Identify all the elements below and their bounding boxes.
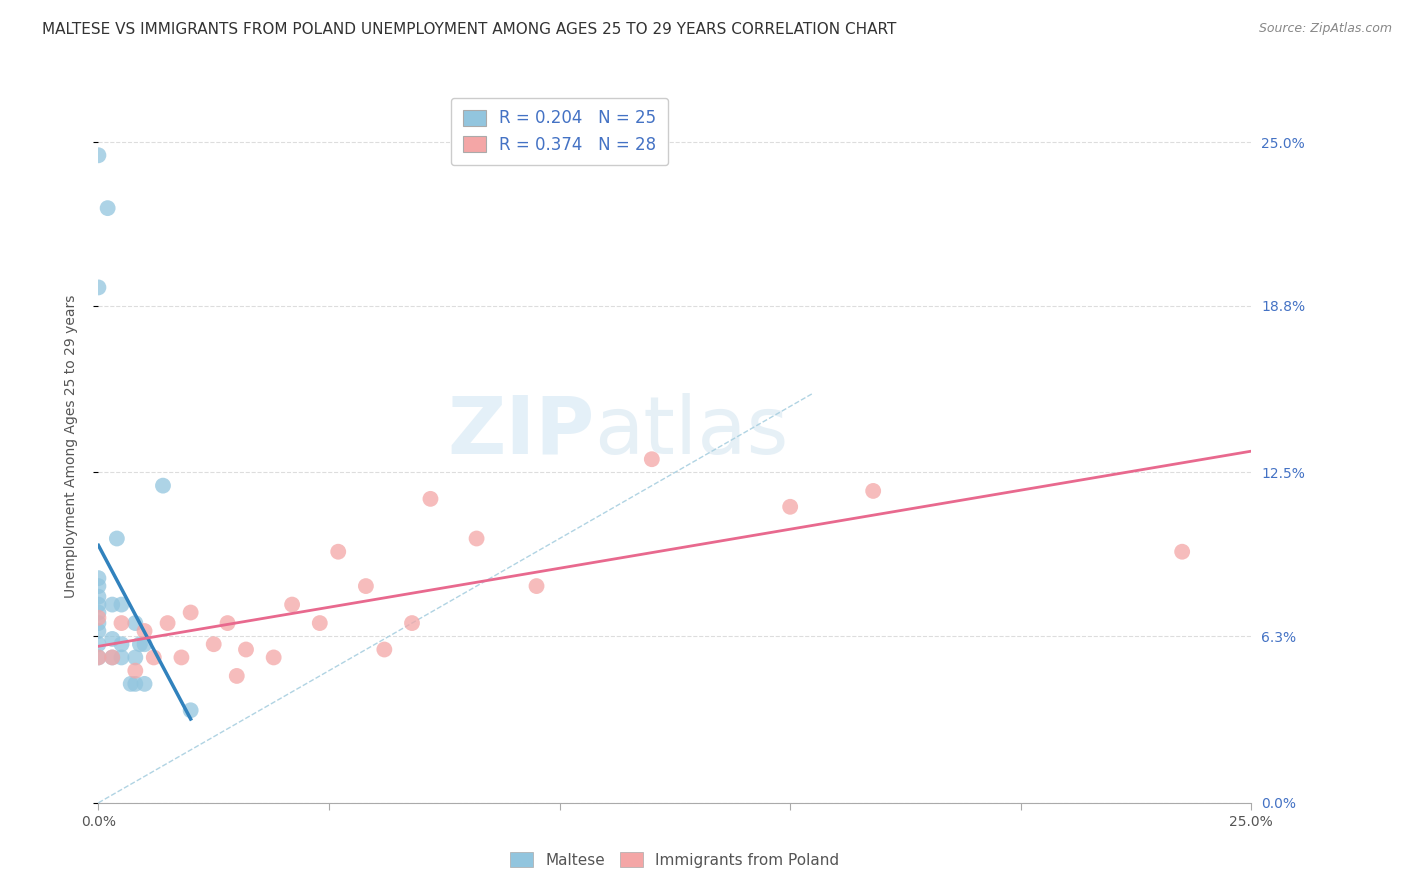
Point: [217, 616, 239, 631]
Point: [124, 650, 146, 665]
Y-axis label: Unemployment Among Ages 25 to 29 years: Unemployment Among Ages 25 to 29 years: [63, 294, 77, 598]
Point: [110, 598, 132, 612]
Point: [110, 616, 132, 631]
Point: [87, 590, 110, 604]
Point: [87, 611, 110, 625]
Point: [170, 650, 193, 665]
Point: [235, 642, 257, 657]
Point: [225, 669, 247, 683]
Point: [124, 664, 146, 678]
Legend: Maltese, Immigrants from Poland: Maltese, Immigrants from Poland: [505, 846, 845, 873]
Point: [87, 637, 110, 651]
Point: [120, 677, 142, 691]
Point: [87, 616, 110, 631]
Point: [87, 650, 110, 665]
Point: [101, 632, 124, 646]
Point: [526, 579, 548, 593]
Point: [87, 571, 110, 585]
Point: [97, 201, 120, 215]
Point: [87, 280, 110, 294]
Point: [180, 703, 202, 717]
Point: [87, 579, 110, 593]
Point: [152, 478, 174, 492]
Point: [281, 598, 304, 612]
Point: [134, 637, 156, 651]
Text: ZIP: ZIP: [447, 392, 595, 471]
Point: [862, 483, 884, 498]
Point: [142, 650, 165, 665]
Point: [134, 677, 156, 691]
Point: [373, 642, 395, 657]
Point: [1171, 545, 1194, 559]
Point: [101, 650, 124, 665]
Point: [105, 532, 128, 546]
Point: [124, 616, 146, 631]
Point: [465, 532, 488, 546]
Point: [87, 624, 110, 638]
Point: [328, 545, 350, 559]
Point: [401, 616, 423, 631]
Point: [641, 452, 664, 467]
Point: [180, 606, 202, 620]
Point: [87, 650, 110, 665]
Point: [124, 677, 146, 691]
Point: [419, 491, 441, 506]
Text: Source: ZipAtlas.com: Source: ZipAtlas.com: [1258, 22, 1392, 36]
Point: [110, 650, 132, 665]
Point: [129, 637, 152, 651]
Point: [263, 650, 285, 665]
Point: [308, 616, 330, 631]
Text: atlas: atlas: [595, 392, 789, 471]
Point: [134, 624, 156, 638]
Point: [202, 637, 225, 651]
Point: [779, 500, 801, 514]
Point: [110, 637, 132, 651]
Point: [354, 579, 377, 593]
Point: [87, 148, 110, 162]
Point: [156, 616, 179, 631]
Point: [87, 598, 110, 612]
Text: MALTESE VS IMMIGRANTS FROM POLAND UNEMPLOYMENT AMONG AGES 25 TO 29 YEARS CORRELA: MALTESE VS IMMIGRANTS FROM POLAND UNEMPL…: [42, 22, 897, 37]
Point: [101, 598, 124, 612]
Point: [101, 650, 124, 665]
Point: [87, 606, 110, 620]
